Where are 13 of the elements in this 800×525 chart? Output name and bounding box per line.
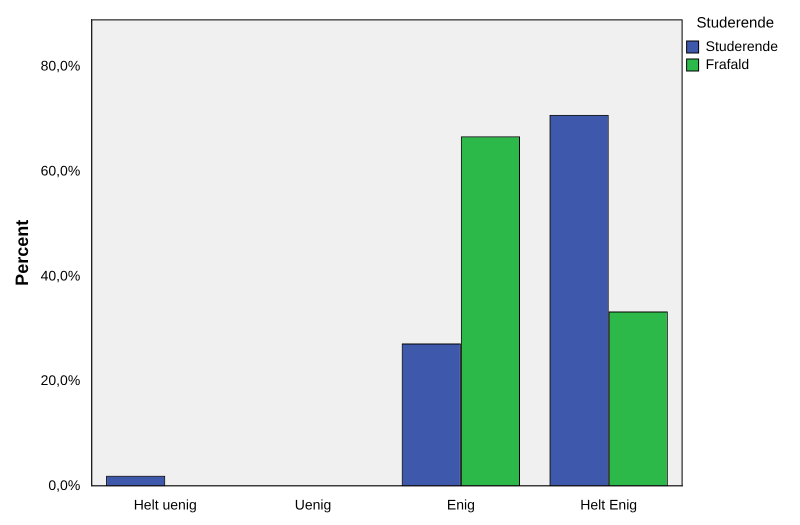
legend-title: Studerende	[696, 14, 774, 32]
y-axis-title: Percent	[12, 220, 32, 286]
x-tick-label: Enig	[446, 496, 475, 512]
x-tick-label: Uenig	[294, 496, 332, 512]
x-tick-label: Helt uenig	[134, 496, 197, 512]
y-tick-label: 40,0%	[40, 267, 80, 284]
y-tick-label: 0,0%	[48, 477, 80, 494]
legend-label: Frafald	[706, 56, 750, 72]
x-tick-label: Helt Enig	[580, 496, 638, 512]
legend-label: Studerende	[706, 38, 778, 54]
y-tick-label: 80,0%	[40, 57, 80, 74]
y-tick-label: 60,0%	[40, 162, 80, 178]
y-tick-label: 20,0%	[40, 372, 80, 388]
